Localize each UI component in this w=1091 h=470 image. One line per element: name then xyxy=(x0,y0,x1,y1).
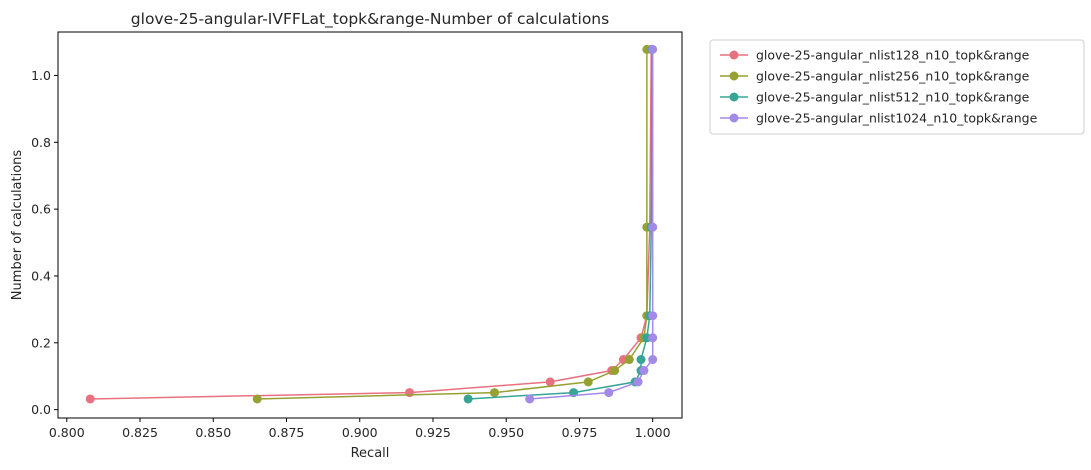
legend-entry: glove-25-angular_nlist128_n10_topk&range xyxy=(720,48,1030,63)
y-axis-label: Number of calculations xyxy=(10,150,25,301)
data-point xyxy=(252,394,262,404)
y-tick-label: 1.0 xyxy=(31,68,51,83)
data-point xyxy=(633,377,643,387)
series-line xyxy=(468,49,653,400)
legend-label: glove-25-angular_nlist128_n10_topk&range xyxy=(756,48,1030,63)
series-3 xyxy=(463,44,657,404)
data-point xyxy=(545,377,555,387)
plot-area xyxy=(85,44,658,404)
x-tick-label: 0.925 xyxy=(415,425,451,440)
data-point xyxy=(490,388,500,398)
x-tick-label: 1.000 xyxy=(635,425,671,440)
chart-title: glove-25-angular-IVFFLat_topk&range-Numb… xyxy=(131,10,609,29)
data-point xyxy=(525,394,535,404)
data-point xyxy=(636,355,646,365)
legend: glove-25-angular_nlist128_n10_topk&range… xyxy=(709,39,1085,135)
series-line xyxy=(90,49,652,400)
data-point xyxy=(85,394,95,404)
x-tick-label: 0.950 xyxy=(488,425,524,440)
y-tick-label: 0.6 xyxy=(31,202,51,217)
data-point xyxy=(648,333,658,343)
data-point xyxy=(405,388,415,398)
data-point xyxy=(624,355,634,365)
series-2 xyxy=(252,44,652,404)
legend-box xyxy=(709,39,1085,135)
x-axis: 0.800 0.825 0.850 0.875 0.900 0.925 0.950 0.975… xyxy=(49,418,671,440)
y-tick-label: 0.8 xyxy=(31,135,51,150)
x-tick-label: 0.900 xyxy=(342,425,378,440)
plot-frame xyxy=(57,31,683,419)
data-point xyxy=(610,366,620,376)
data-point xyxy=(648,222,658,232)
legend-entry: glove-25-angular_nlist512_n10_topk&range xyxy=(720,90,1030,105)
y-tick-label: 0.2 xyxy=(31,335,51,350)
legend-marker xyxy=(729,50,739,60)
y-axis: 0.0 0.2 0.4 0.6 0.8 1.0 xyxy=(31,68,58,417)
series-4 xyxy=(525,44,658,404)
series-1 xyxy=(85,44,656,404)
x-tick-label: 0.800 xyxy=(49,425,85,440)
x-tick-label: 0.875 xyxy=(269,425,305,440)
data-point xyxy=(648,355,658,365)
data-point xyxy=(463,394,473,404)
y-tick-label: 0.0 xyxy=(31,402,51,417)
data-point xyxy=(648,44,658,54)
x-tick-label: 0.975 xyxy=(562,425,598,440)
legend-entry: glove-25-angular_nlist1024_n10_topk&rang… xyxy=(720,111,1038,126)
legend-marker xyxy=(729,71,739,81)
x-axis-label: Recall xyxy=(351,446,390,461)
legend-label: glove-25-angular_nlist512_n10_topk&range xyxy=(756,90,1030,105)
legend-label: glove-25-angular_nlist256_n10_topk&range xyxy=(756,69,1030,84)
x-tick-label: 0.825 xyxy=(122,425,158,440)
data-point xyxy=(604,388,614,398)
series-line xyxy=(257,49,648,400)
data-point xyxy=(648,311,658,321)
legend-entry: glove-25-angular_nlist256_n10_topk&range xyxy=(720,69,1030,84)
data-point xyxy=(639,366,649,376)
y-tick-label: 0.4 xyxy=(31,268,51,283)
legend-marker xyxy=(729,92,739,102)
legend-marker xyxy=(729,113,739,123)
x-tick-label: 0.850 xyxy=(195,425,231,440)
data-point xyxy=(583,377,593,387)
legend-label: glove-25-angular_nlist1024_n10_topk&rang… xyxy=(756,111,1038,126)
